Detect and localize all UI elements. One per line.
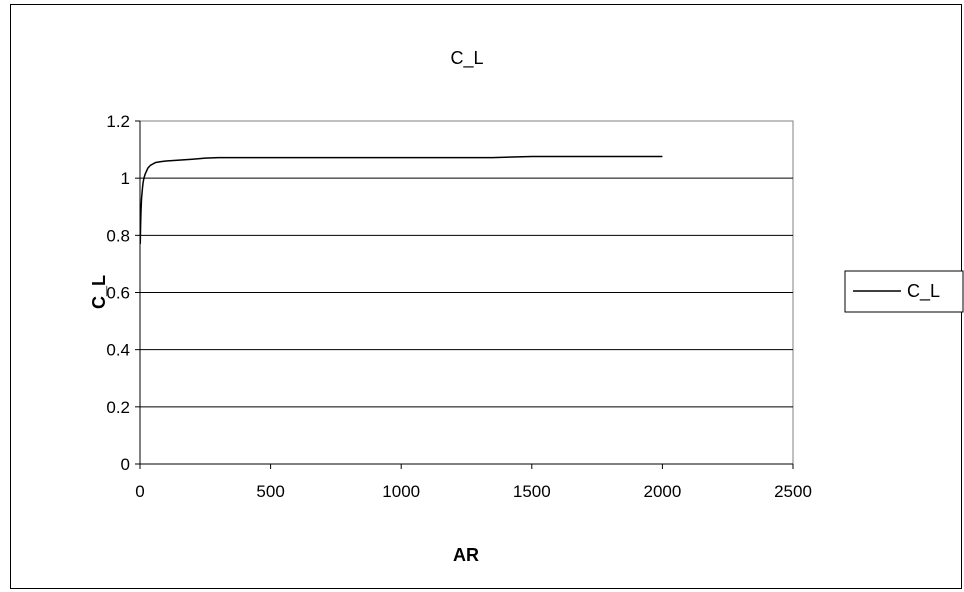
series-group — [139, 155, 663, 244]
x-tick-label: 2000 — [643, 482, 681, 501]
y-tick-labels: 0 0.2 0.4 0.6 0.8 1 1.2 — [106, 112, 130, 474]
legend: C_L — [844, 270, 964, 313]
x-axis-title: AR — [453, 545, 479, 565]
y-tick-label: 1 — [121, 169, 130, 188]
y-tick-label: 0.4 — [106, 341, 130, 360]
x-tick-labels: 0 500 1000 1500 2000 2500 — [135, 482, 812, 501]
grid-lines — [140, 177, 793, 408]
chart-title: C_L — [450, 48, 483, 69]
y-tick-label: 0 — [121, 455, 130, 474]
y-tick-label: 0.8 — [106, 226, 130, 245]
y-tick-label: 1.2 — [106, 112, 130, 131]
series-line-c-l — [139, 155, 663, 244]
y-axis-title: C_L — [89, 275, 109, 309]
x-tick-label: 2500 — [774, 482, 812, 501]
x-tick-label: 500 — [256, 482, 284, 501]
y-tick-label: 0.6 — [106, 284, 130, 303]
x-tick-label: 0 — [135, 482, 144, 501]
x-tick-label: 1000 — [382, 482, 420, 501]
y-tick-label: 0.2 — [106, 398, 130, 417]
x-tick-label: 1500 — [513, 482, 551, 501]
axes — [135, 120, 794, 469]
legend-label-c-l: C_L — [907, 281, 940, 302]
